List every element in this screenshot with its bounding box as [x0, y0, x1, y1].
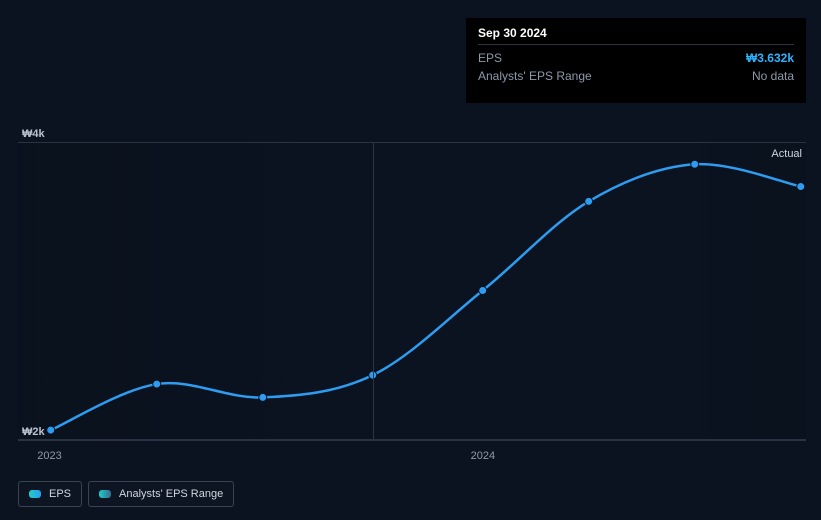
legend-swatch — [99, 490, 111, 498]
tooltip-key: Analysts' EPS Range — [478, 69, 592, 83]
data-point[interactable] — [153, 380, 161, 388]
gridline — [18, 142, 806, 143]
chart-container: Sep 30 2024 EPS ₩3.632k Analysts' EPS Rang… — [0, 0, 821, 520]
tooltip-value: ₩3.632k — [746, 51, 794, 65]
tooltip-row: EPS ₩3.632k — [478, 49, 794, 67]
legend: EPS Analysts' EPS Range — [18, 481, 234, 507]
actual-label: Actual — [771, 148, 802, 160]
tooltip: Sep 30 2024 EPS ₩3.632k Analysts' EPS Rang… — [466, 18, 806, 103]
y-axis-label: ₩4k — [22, 128, 45, 140]
data-point[interactable] — [797, 183, 805, 191]
divider-line — [373, 142, 374, 439]
y-axis-label: ₩2k — [22, 426, 45, 438]
legend-label: Analysts' EPS Range — [119, 488, 223, 500]
gridline — [18, 440, 806, 441]
tooltip-row: Analysts' EPS Range No data — [478, 67, 794, 85]
x-axis-label: 2024 — [471, 450, 495, 462]
data-point[interactable] — [691, 160, 699, 168]
tooltip-title: Sep 30 2024 — [478, 26, 794, 45]
tooltip-value: No data — [752, 69, 794, 83]
eps-line — [51, 164, 801, 430]
x-axis-label: 2023 — [37, 450, 61, 462]
data-point[interactable] — [47, 426, 55, 434]
data-point[interactable] — [585, 197, 593, 205]
legend-label: EPS — [49, 488, 71, 500]
legend-item[interactable]: Analysts' EPS Range — [88, 481, 234, 507]
legend-item[interactable]: EPS — [18, 481, 82, 507]
tooltip-key: EPS — [478, 51, 502, 65]
legend-swatch — [29, 490, 41, 498]
data-point[interactable] — [259, 393, 267, 401]
line-chart — [18, 142, 806, 439]
chart-area: Sep 30 2024 EPS ₩3.632k Analysts' EPS Rang… — [18, 18, 806, 458]
data-point[interactable] — [479, 287, 487, 295]
plot-area[interactable]: ₩2k₩4k — [18, 142, 806, 440]
